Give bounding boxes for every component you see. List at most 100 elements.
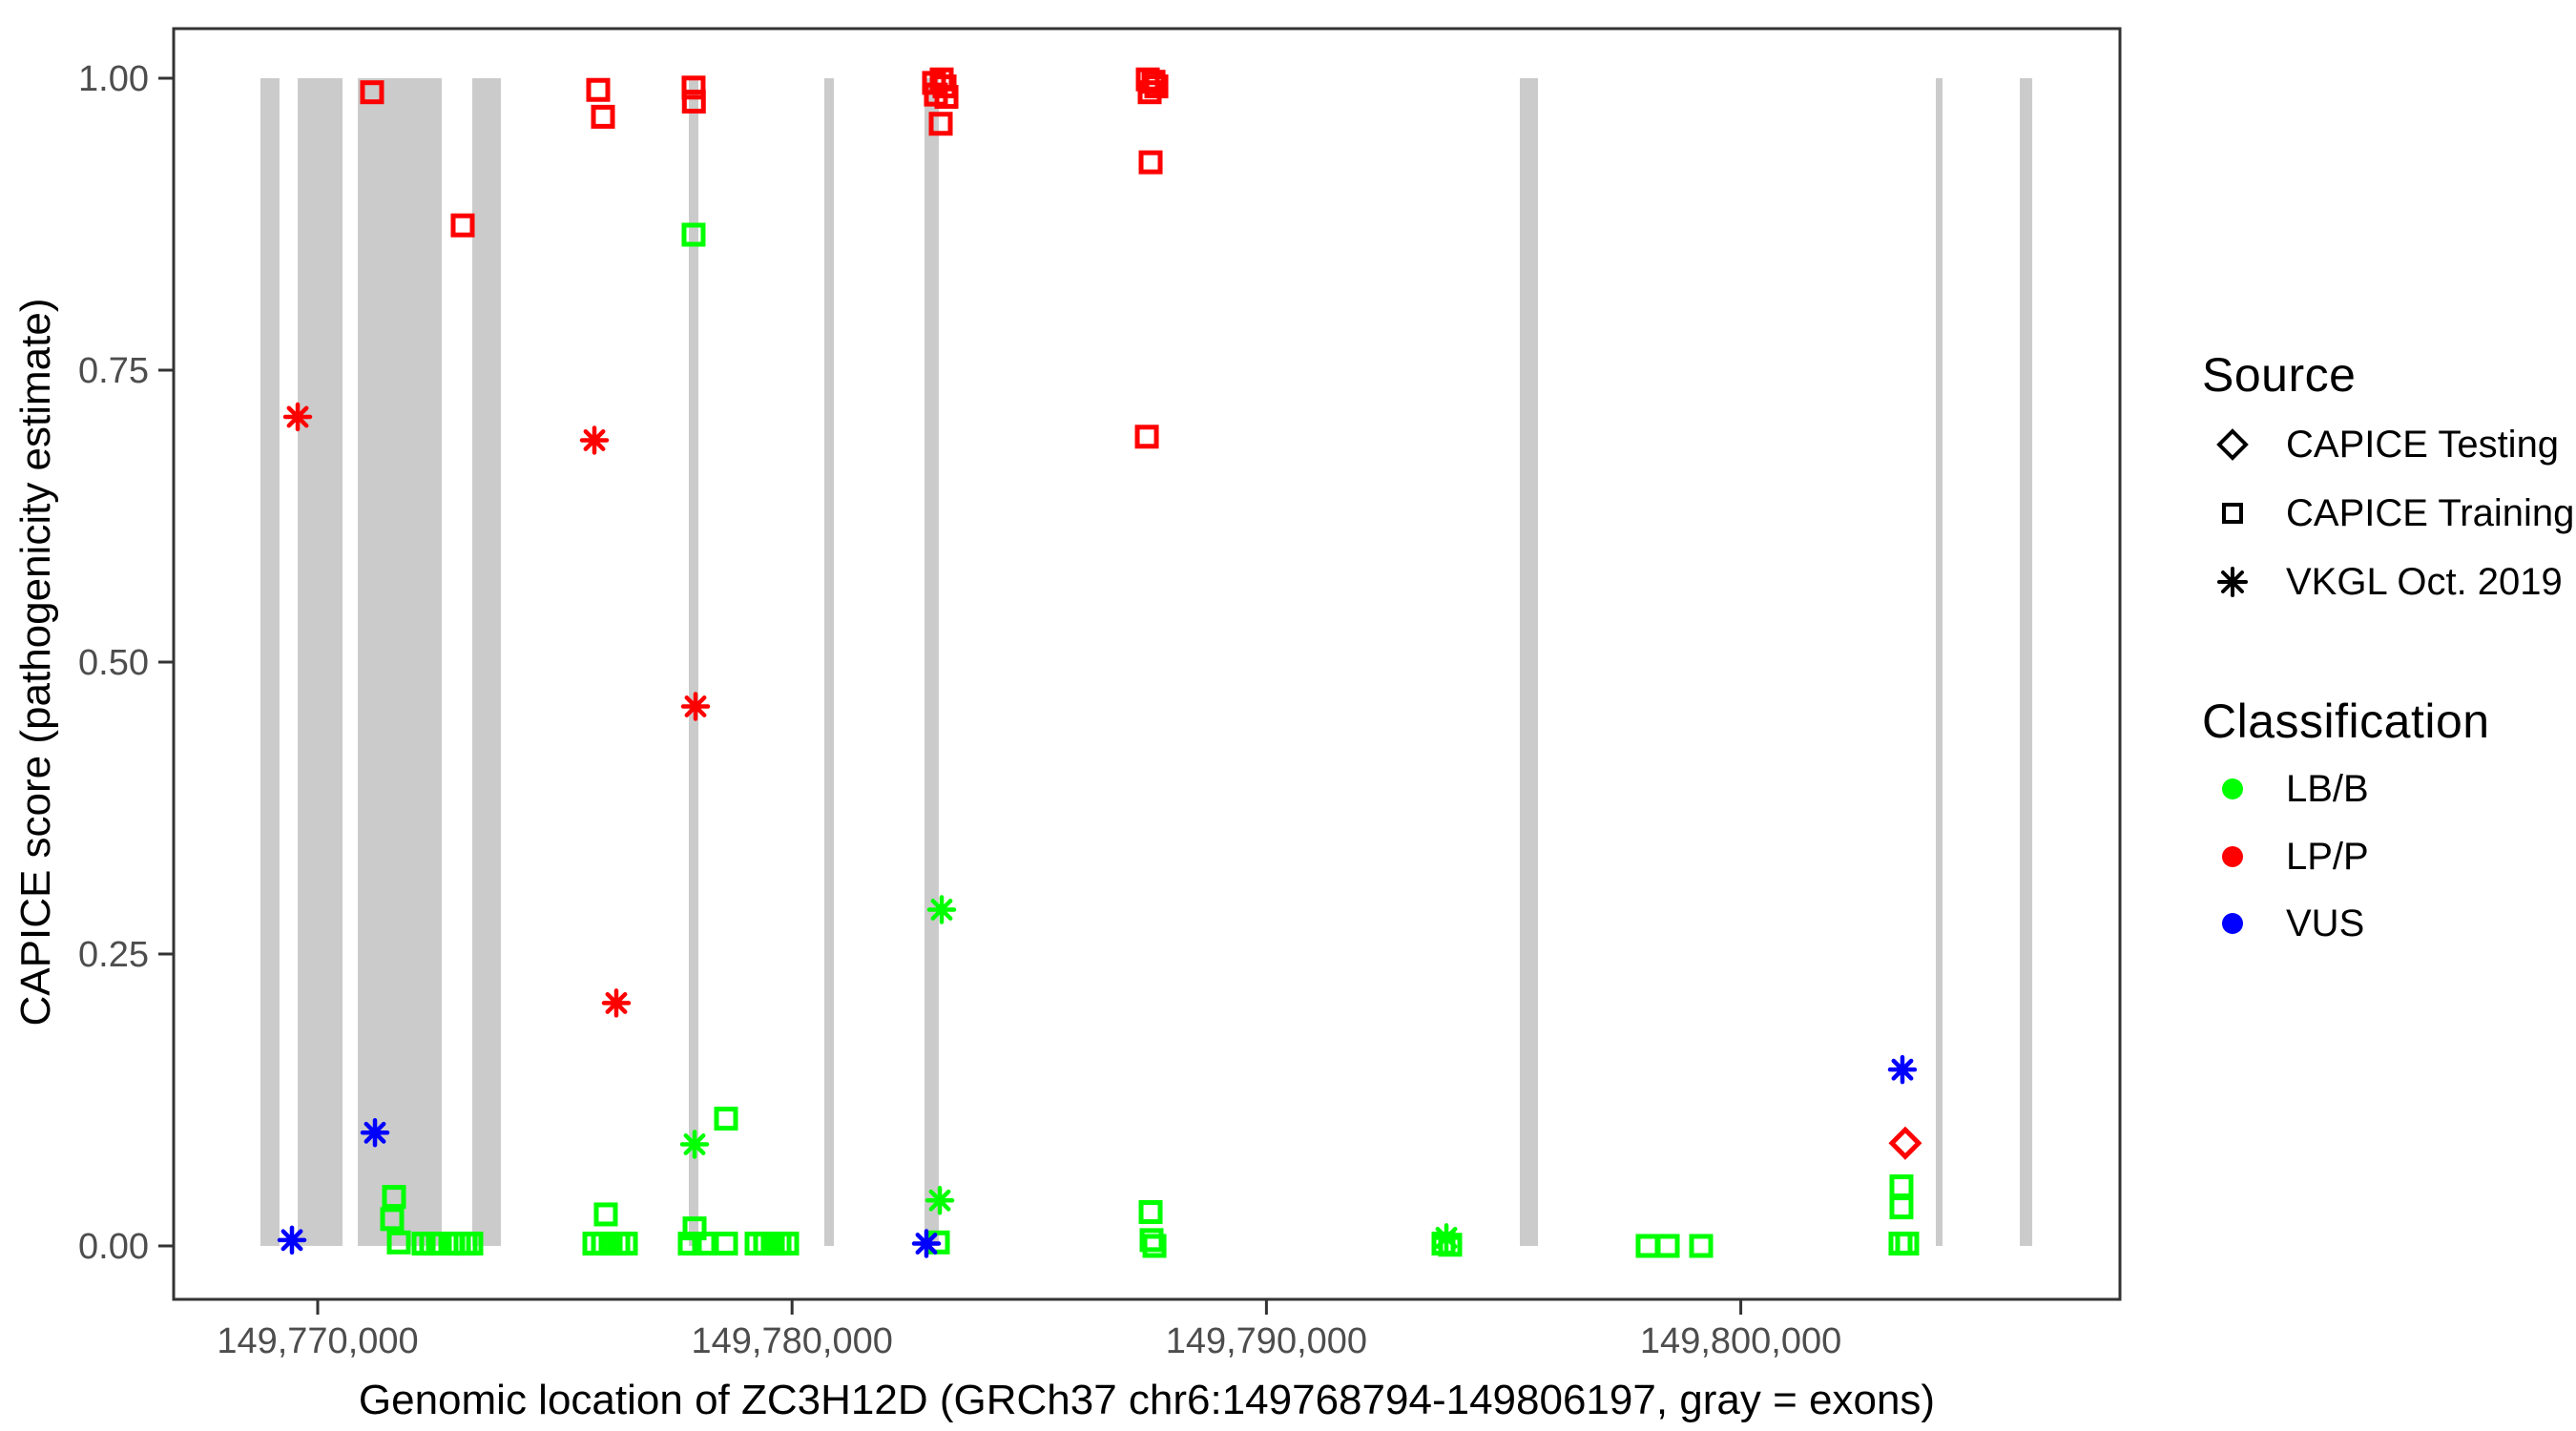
classification-legend-title: Classification	[2202, 695, 2490, 748]
circle-glyph	[2222, 778, 2243, 799]
data-point-asterisk	[926, 895, 957, 924]
square-glyph	[2222, 503, 2243, 524]
data-point-square	[714, 1107, 738, 1131]
data-point-asterisk	[924, 1186, 955, 1215]
data-point-square	[386, 1230, 411, 1255]
asterisk-icon	[2202, 551, 2263, 612]
diamond-glyph	[2216, 428, 2249, 461]
circle-icon-shape	[2222, 846, 2243, 867]
data-point-square	[681, 222, 706, 247]
legend-item-vkgl: VKGL Oct. 2019	[2202, 548, 2563, 616]
data-point-square	[677, 1232, 702, 1256]
data-point-square	[360, 80, 384, 105]
legend-item-capice-training: CAPICE Training	[2202, 479, 2574, 548]
x-axis-title: Genomic location of ZC3H12D (GRCh37 chr6…	[359, 1377, 1935, 1423]
circle-icon-shape	[2222, 778, 2243, 799]
data-point-square	[1689, 1234, 1714, 1258]
data-point-asterisk	[679, 1130, 710, 1159]
legend-item-label: CAPICE Training	[2286, 491, 2575, 534]
data-point-square	[1138, 1200, 1163, 1225]
y-tick-label: 1.00	[78, 59, 149, 99]
legend-item-label: VKGL Oct. 2019	[2286, 560, 2563, 603]
data-point-asterisk	[1887, 1054, 1918, 1085]
data-point-square	[1655, 1234, 1680, 1258]
data-point-square	[692, 1232, 717, 1256]
x-tick-label: 149,790,000	[1166, 1321, 1367, 1361]
y-tick-label: 0.00	[78, 1227, 149, 1267]
legend-item-lpp: LP/P	[2202, 822, 2369, 891]
data-point-square	[450, 213, 475, 238]
data-point-square	[447, 1232, 471, 1256]
data-point-diamond	[1888, 1126, 1922, 1160]
exon-bar	[924, 78, 940, 1246]
data-point-square	[613, 1232, 638, 1256]
data-point-square	[593, 1202, 618, 1227]
exon-bar	[471, 78, 502, 1246]
data-point-asterisk	[680, 692, 711, 721]
legend-item-label: LP/P	[2286, 835, 2369, 878]
y-tick-label: 0.75	[78, 351, 149, 391]
data-point-square	[714, 1232, 738, 1256]
data-point-square	[1134, 425, 1159, 449]
square-icon-shape	[2222, 503, 2243, 524]
data-point-square	[586, 77, 611, 102]
data-point-square	[934, 85, 959, 110]
data-point-asterisk	[277, 1225, 307, 1255]
data-point-square	[775, 1232, 800, 1256]
green-dot-icon	[2202, 758, 2263, 819]
x-tick-label: 149,780,000	[692, 1321, 893, 1361]
data-point-square	[1889, 1195, 1914, 1220]
data-point-square	[928, 112, 953, 136]
red-dot-icon	[2202, 826, 2263, 887]
legend-item-lbb: LB/B	[2202, 755, 2369, 823]
circle-glyph	[2222, 913, 2243, 934]
data-point-square	[1138, 150, 1163, 175]
circle-icon-shape	[2222, 913, 2243, 934]
legend-item-label: VUS	[2286, 902, 2365, 944]
data-point-square	[1889, 1174, 1914, 1199]
circle-glyph	[2222, 846, 2243, 867]
data-point-square	[1142, 1234, 1167, 1258]
asterisk-glyph	[2217, 567, 2248, 597]
exon-bar	[2020, 78, 2033, 1246]
data-point-square	[453, 1232, 478, 1256]
exon-bar	[260, 78, 280, 1246]
y-tick-label: 0.50	[78, 643, 149, 683]
data-point-square	[382, 1185, 406, 1210]
data-point-asterisk	[579, 425, 610, 455]
legend-source-title: Source	[2202, 341, 2356, 409]
data-point-asterisk	[911, 1229, 942, 1258]
legend-item-label: LB/B	[2286, 767, 2369, 810]
x-tick-label: 149,800,000	[1640, 1321, 1841, 1361]
legend-classification-title: Classification	[2202, 687, 2490, 756]
blue-dot-icon	[2202, 893, 2263, 954]
asterisk-icon-shape	[2217, 567, 2248, 597]
legend-item-capice-testing: CAPICE Testing	[2202, 410, 2559, 479]
data-point-square	[1888, 1232, 1913, 1256]
data-point-square	[459, 1232, 484, 1256]
diamond-icon-shape	[2216, 428, 2249, 461]
data-point-asterisk	[1431, 1223, 1462, 1253]
data-point-asterisk	[282, 402, 313, 432]
data-point-square	[380, 1207, 405, 1232]
x-tick-label: 149,770,000	[217, 1321, 418, 1361]
data-point-square	[1139, 1228, 1164, 1253]
y-tick-label: 0.25	[78, 935, 149, 975]
panel-border	[172, 27, 2122, 1301]
exon-bar	[824, 78, 834, 1246]
legend-item-label: CAPICE Testing	[2286, 423, 2560, 466]
data-point-square	[1635, 1234, 1660, 1258]
exon-bar	[298, 78, 343, 1246]
exon-bar	[1519, 78, 1538, 1246]
data-point-square	[1895, 1232, 1920, 1256]
data-point-asterisk	[360, 1118, 390, 1148]
square-icon	[2202, 483, 2263, 544]
data-point-square	[1144, 74, 1169, 99]
data-point-square	[591, 104, 615, 129]
data-point-square	[681, 89, 706, 114]
exon-bar	[358, 78, 443, 1246]
diamond-icon	[2202, 414, 2263, 475]
data-point-asterisk	[601, 988, 632, 1018]
